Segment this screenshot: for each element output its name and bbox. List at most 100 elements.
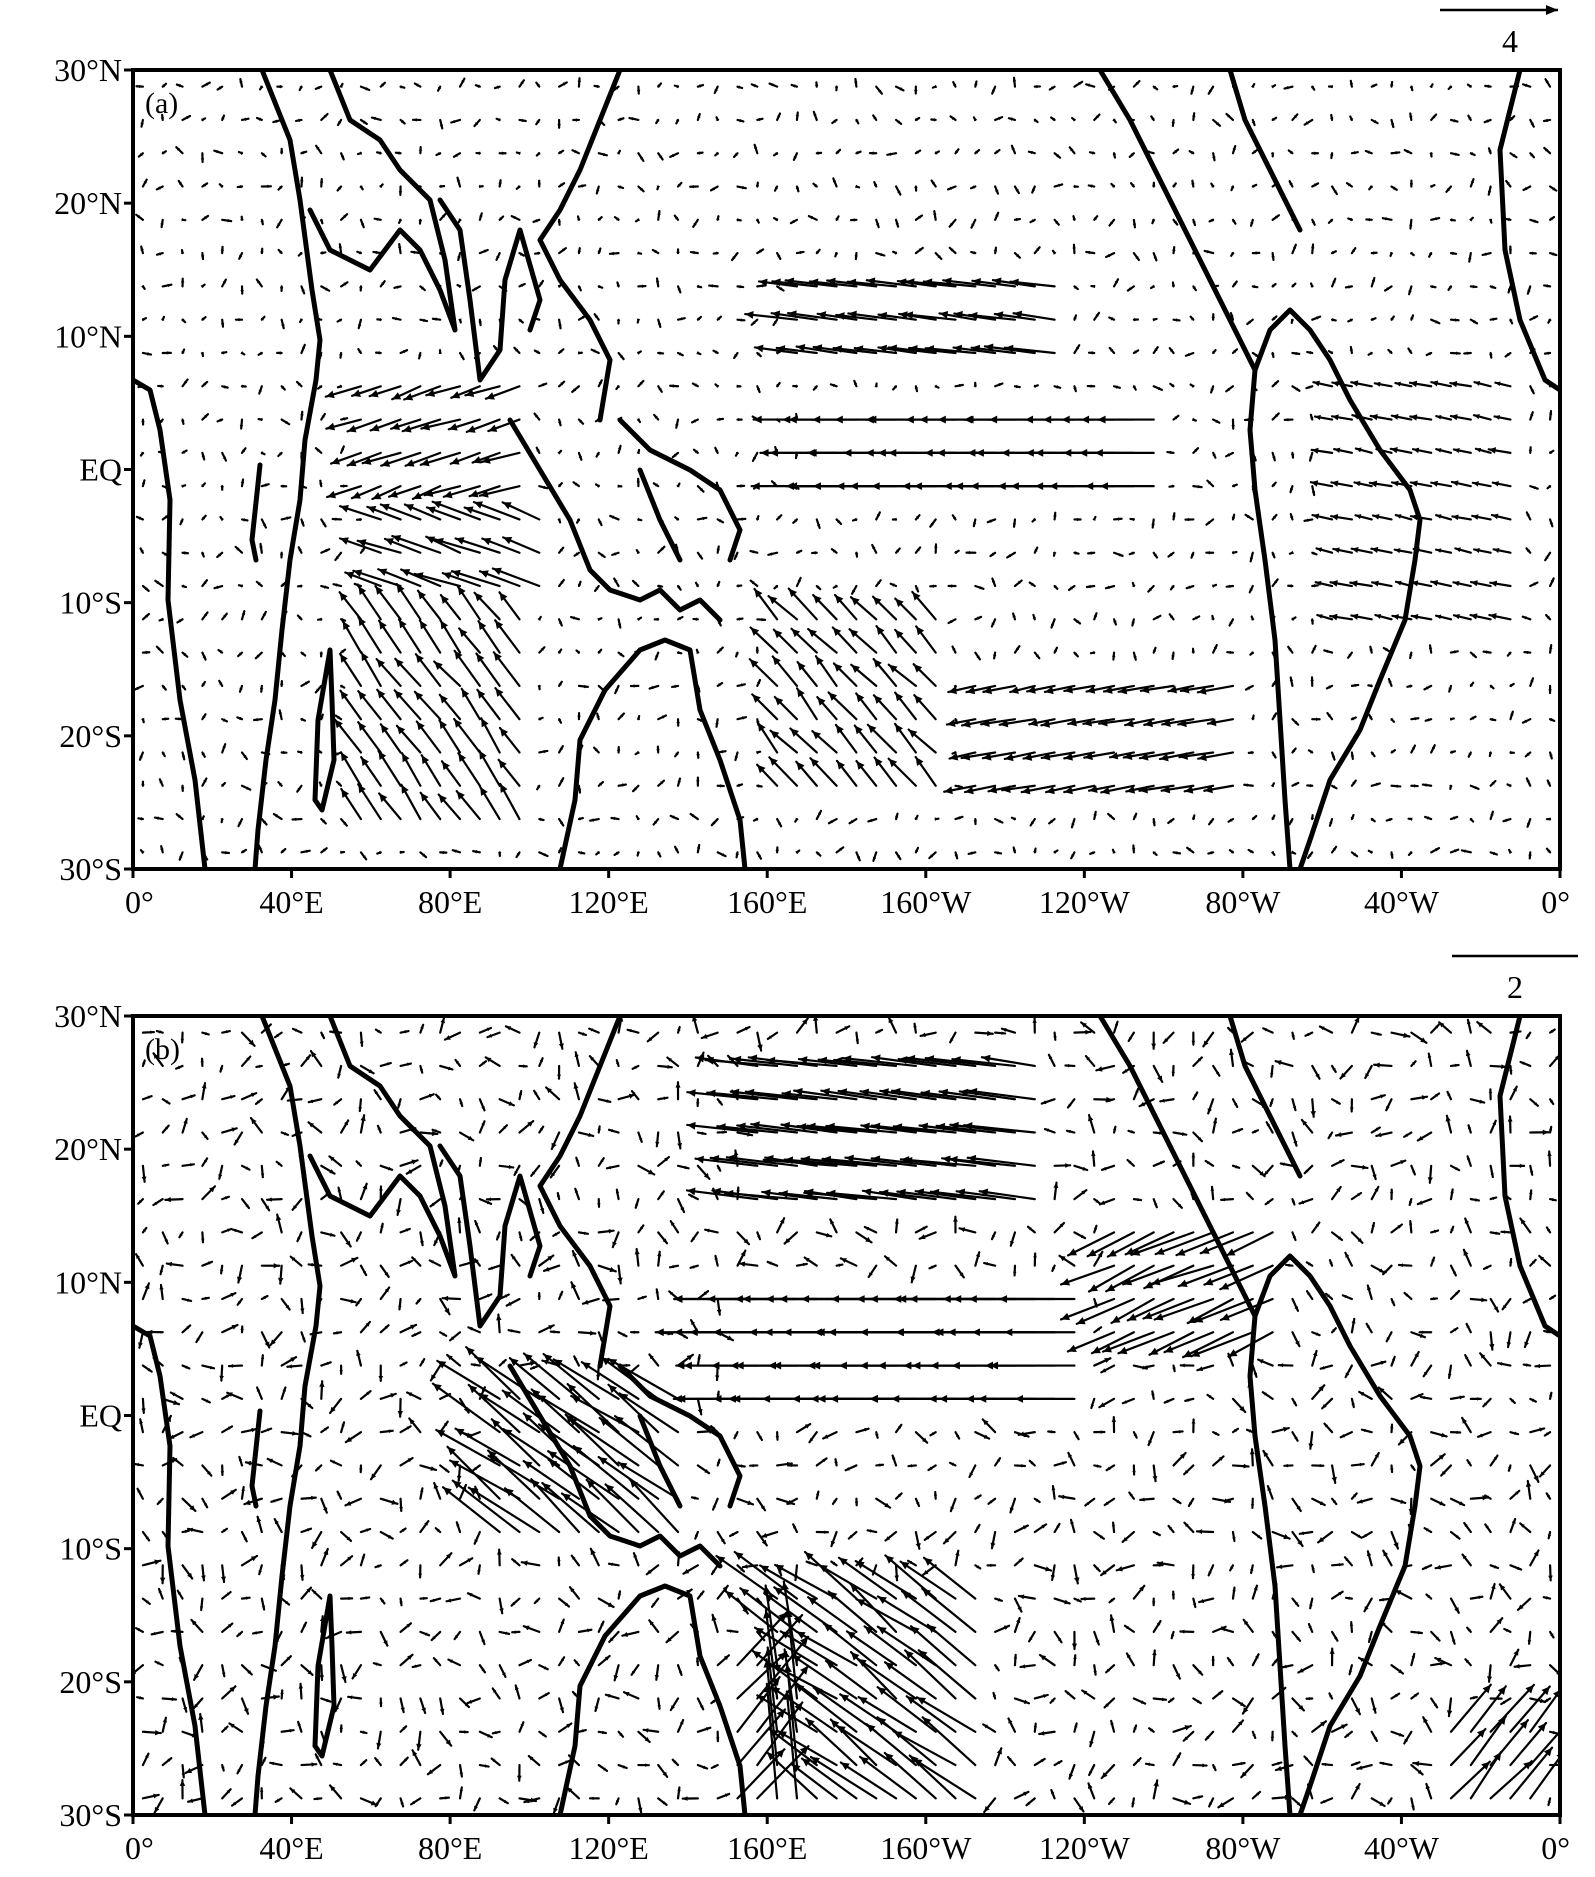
wind-vector	[607, 1128, 620, 1134]
wind-vector	[1374, 613, 1393, 621]
wind-vector	[201, 579, 209, 588]
wind-vector	[1427, 1164, 1433, 1184]
wind-vector	[1319, 1364, 1334, 1370]
wind-vector	[419, 1231, 424, 1247]
wind-vector	[654, 651, 660, 661]
wind-vector	[1111, 848, 1116, 854]
wind-vector	[736, 1611, 788, 1667]
wind-vector	[372, 1662, 382, 1667]
wind-vector	[193, 1664, 204, 1681]
wind-vector	[141, 178, 148, 188]
wind-vector	[498, 179, 502, 188]
wind-vector	[498, 591, 521, 621]
wind-vector	[1327, 350, 1334, 355]
wind-vector	[458, 351, 465, 361]
wind-vector	[715, 116, 720, 122]
wind-vector	[1231, 145, 1237, 155]
wind-vector	[460, 687, 481, 721]
wind-vector	[436, 1359, 501, 1400]
wind-vector	[756, 750, 762, 755]
wind-vector	[755, 646, 760, 654]
wind-vector	[457, 252, 462, 262]
wind-vector	[1009, 1231, 1017, 1247]
wind-vector	[1489, 1617, 1504, 1633]
wind-vector	[1516, 1597, 1532, 1611]
wind-vector	[1195, 1529, 1215, 1535]
wind-vector	[1507, 1115, 1513, 1134]
wind-vector	[1172, 1131, 1188, 1136]
wind-vector	[415, 720, 442, 754]
wind-vector	[234, 545, 244, 554]
wind-vector	[671, 451, 680, 459]
wind-vector	[181, 1163, 195, 1167]
wind-vector	[973, 381, 978, 388]
wind-vector	[637, 185, 645, 193]
wind-vector	[538, 749, 549, 754]
wind-vector	[1053, 1760, 1063, 1767]
wind-vector	[419, 851, 428, 859]
wind-vector	[1390, 413, 1413, 421]
wind-vector	[440, 760, 462, 787]
wind-vector	[1289, 485, 1294, 494]
wind-vector	[1367, 849, 1373, 855]
wind-vector	[714, 446, 719, 454]
wind-vector	[538, 1057, 544, 1068]
wind-vector	[1363, 1597, 1373, 1613]
wind-vector	[793, 1087, 858, 1101]
wind-vector	[340, 1530, 353, 1542]
wind-vector	[715, 215, 720, 221]
wind-vector	[1139, 1497, 1155, 1502]
wind-vector	[597, 518, 603, 527]
wind-vector	[356, 539, 402, 554]
wind-vector	[1509, 710, 1514, 721]
wind-vector	[1509, 1746, 1554, 1800]
wind-vector	[240, 1530, 248, 1543]
wind-vector	[1251, 814, 1258, 821]
wind-vector	[592, 746, 600, 754]
wind-vector	[726, 1629, 739, 1633]
wind-vector	[346, 451, 382, 467]
wind-vector	[141, 479, 146, 488]
wind-vector	[1370, 1221, 1376, 1234]
wind-vector	[1112, 618, 1118, 626]
wind-vector	[160, 845, 164, 854]
wind-vector	[825, 1122, 898, 1134]
wind-vector	[1390, 185, 1398, 191]
wind-vector	[951, 750, 957, 755]
wind-vector	[221, 1393, 232, 1400]
wind-vector	[141, 1397, 146, 1414]
wind-vector	[1168, 484, 1175, 488]
wind-vector	[894, 1218, 899, 1234]
panel-b-reference-label: 2	[1507, 969, 1523, 1005]
wind-vector	[716, 1164, 722, 1172]
wind-vector	[1172, 1429, 1184, 1434]
wind-vector	[776, 817, 783, 828]
wind-vector	[1152, 1619, 1162, 1633]
wind-vector	[1327, 84, 1334, 89]
wind-vector	[536, 784, 541, 791]
wind-vector	[1250, 615, 1255, 621]
wind-vector	[781, 1090, 838, 1101]
wind-vector	[473, 118, 481, 128]
wind-vector	[357, 347, 363, 355]
wind-vector	[1370, 276, 1376, 288]
wind-vector	[729, 1088, 799, 1101]
wind-vector	[892, 1123, 957, 1134]
wind-vector	[255, 1064, 263, 1069]
wind-vector	[875, 1463, 885, 1467]
wind-vector	[632, 784, 640, 793]
wind-vector	[1460, 849, 1472, 854]
wind-vector	[1307, 1622, 1314, 1633]
wind-vector	[696, 83, 705, 88]
wind-vector	[1017, 1594, 1036, 1600]
wind-vector	[1464, 1217, 1472, 1234]
wind-vector	[467, 1383, 521, 1434]
wind-vector	[875, 85, 884, 95]
wind-vector	[254, 1098, 263, 1106]
wind-vector	[974, 1523, 981, 1534]
wind-vector	[597, 551, 606, 559]
wind-vector	[1547, 1797, 1552, 1807]
wind-vector	[1311, 218, 1316, 226]
wind-vector	[1430, 1092, 1441, 1101]
wind-vector	[1132, 79, 1141, 88]
